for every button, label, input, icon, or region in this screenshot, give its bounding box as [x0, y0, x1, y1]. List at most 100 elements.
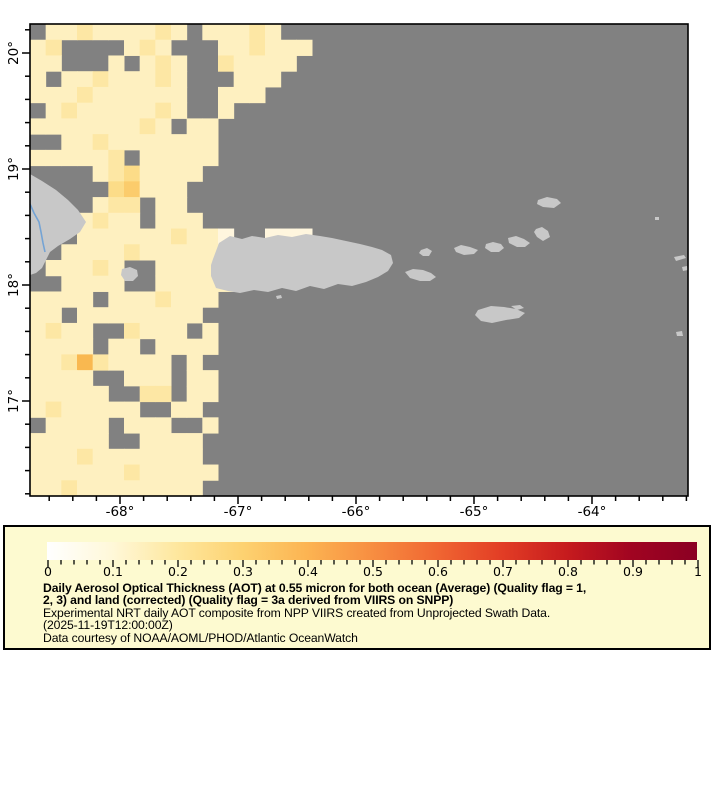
- aot-cell: [108, 165, 125, 182]
- lon-tick-label: -68°: [106, 504, 135, 520]
- aot-cell: [108, 480, 125, 497]
- aot-cell: [249, 55, 266, 72]
- aot-cell: [155, 275, 172, 292]
- aot-cell: [108, 212, 125, 230]
- aot-cell: [186, 307, 203, 324]
- aot-cell: [45, 338, 62, 355]
- aot-cell: [124, 71, 141, 88]
- colorbar-tick-label: 1: [694, 564, 702, 579]
- saba-islet: [676, 331, 683, 336]
- aot-cell: [155, 24, 172, 41]
- aot-cell: [155, 71, 172, 88]
- aot-cell: [124, 370, 141, 387]
- aot-cell: [61, 244, 78, 261]
- aot-cell: [155, 86, 172, 104]
- aot-cell: [30, 149, 47, 167]
- aot-cell: [92, 433, 109, 450]
- aot-cell: [108, 244, 125, 261]
- aot-cell: [92, 401, 109, 418]
- aot-cell: [139, 118, 156, 135]
- aot-map-figure: 20° 19° 18° 17° -68° -67° -66° -65° -64°: [6, 23, 689, 520]
- aot-cell: [45, 307, 62, 324]
- aot-cell: [108, 149, 125, 167]
- colorbar-tick-labels: 0 0.1 0.2 0.3 0.4 0.5 0.6 0.7 0.8 0.9 1: [5, 527, 709, 579]
- aot-cell: [30, 448, 47, 466]
- aot-cell: [233, 71, 250, 88]
- aot-cell: [155, 322, 172, 340]
- aot-cell: [139, 370, 156, 387]
- caption-title-line-1: Daily Aerosol Optical Thickness (AOT) at…: [43, 581, 587, 595]
- aot-cell: [45, 433, 62, 450]
- aot-cell: [108, 134, 125, 151]
- aot-cell: [218, 102, 235, 119]
- aot-cell: [77, 102, 94, 119]
- aot-cell: [108, 275, 125, 292]
- aot-cell: [108, 118, 125, 135]
- aot-cell: [77, 370, 94, 387]
- aot-cell: [92, 464, 109, 481]
- aot-cell: [92, 71, 109, 88]
- aot-cell: [155, 55, 172, 72]
- aot-cell: [155, 417, 172, 434]
- legend-panel: 0 0.1 0.2 0.3 0.4 0.5 0.6 0.7 0.8 0.9 1 Daily Aero…: [3, 525, 711, 650]
- st-thomas: [454, 245, 478, 255]
- aot-cell: [45, 417, 62, 434]
- aot-cell: [30, 385, 47, 403]
- aot-cell: [186, 275, 203, 292]
- aot-cell: [124, 244, 141, 261]
- aot-cell: [45, 291, 62, 308]
- aot-cell: [218, 39, 235, 56]
- aot-cell: [124, 322, 141, 340]
- aot-cell: [202, 417, 219, 434]
- culebra: [419, 248, 432, 256]
- aot-cell: [45, 322, 62, 340]
- colorbar-ticks: [47, 560, 699, 567]
- aot-cell: [61, 275, 78, 292]
- aot-cell: [30, 118, 47, 135]
- aot-cell: [186, 338, 203, 355]
- aot-cell: [61, 291, 78, 308]
- aot-cell: [139, 354, 156, 371]
- aot-cell: [45, 149, 62, 167]
- aot-cell: [30, 322, 47, 340]
- aot-cell: [30, 370, 47, 387]
- lon-tick-label: -64°: [578, 504, 607, 520]
- aot-cell: [61, 71, 78, 88]
- aot-cell: [45, 24, 62, 41]
- aot-cell: [155, 338, 172, 355]
- aot-cell: [45, 102, 62, 119]
- aot-cell: [233, 39, 250, 56]
- aot-cell: [77, 354, 94, 371]
- aot-cell: [45, 464, 62, 481]
- aot-cell: [155, 39, 172, 56]
- aot-cell: [61, 417, 78, 434]
- colorbar-tick-label: 0.6: [428, 564, 448, 579]
- aot-cell: [124, 338, 141, 355]
- map-border: [29, 23, 689, 497]
- colorbar-tick-label: 0.8: [558, 564, 578, 579]
- aot-cell: [186, 480, 203, 497]
- aot-cell: [108, 55, 125, 72]
- aot-cell: [218, 24, 235, 41]
- aot-cell: [155, 260, 172, 277]
- aot-cell: [124, 86, 141, 104]
- aot-cell: [92, 165, 109, 182]
- aot-cell: [124, 480, 141, 497]
- aot-cell: [77, 307, 94, 324]
- aot-cell: [45, 370, 62, 387]
- aot-cell: [155, 370, 172, 387]
- aot-cell: [45, 385, 62, 403]
- aot-cell: [108, 307, 125, 324]
- aot-cell: [139, 228, 156, 245]
- aot-cell: [155, 448, 172, 466]
- caption-source-line: Experimental NRT daily AOT composite fro…: [43, 605, 551, 620]
- aot-cell: [171, 197, 188, 214]
- aot-cell: [108, 86, 125, 104]
- aot-cell: [77, 417, 94, 434]
- anegada: [537, 197, 561, 208]
- colorbar-tick-label: 0.4: [298, 564, 318, 579]
- aot-cell: [61, 448, 78, 466]
- aot-cell: [30, 401, 47, 418]
- virgin-gorda: [534, 227, 550, 241]
- aot-cell: [155, 197, 172, 214]
